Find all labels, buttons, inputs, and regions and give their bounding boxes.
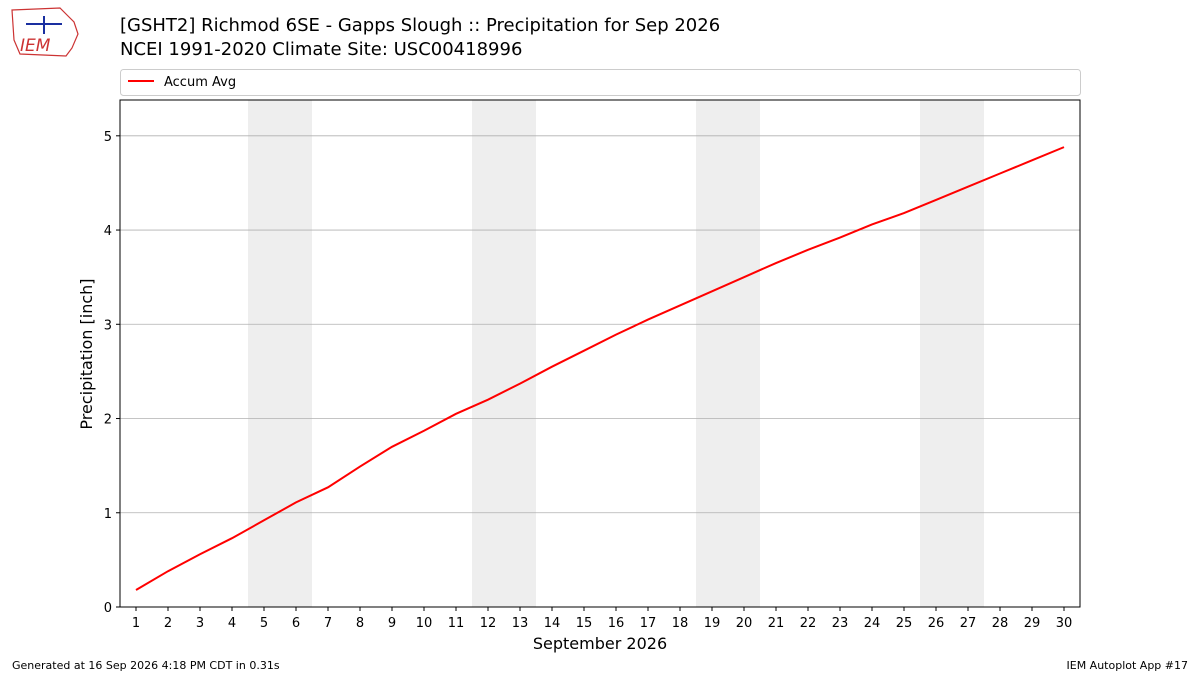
x-tick-label: 2 xyxy=(164,616,172,631)
weekend-band xyxy=(472,100,536,607)
footer-right: IEM Autoplot App #17 xyxy=(1067,659,1189,672)
x-axis-label: September 2026 xyxy=(533,634,667,653)
legend-label: Accum Avg xyxy=(164,75,236,90)
series-line xyxy=(135,146,1065,591)
x-tick-label: 26 xyxy=(928,616,945,631)
x-tick-label: 11 xyxy=(448,616,465,631)
y-tick-label: 5 xyxy=(104,130,112,145)
x-tick-label: 25 xyxy=(896,616,913,631)
x-tick-label: 9 xyxy=(388,616,396,631)
y-tick-label: 0 xyxy=(104,601,112,616)
x-tick-label: 13 xyxy=(512,616,529,631)
legend-box xyxy=(120,69,1081,96)
x-tick-label: 12 xyxy=(480,616,497,631)
x-tick-label: 6 xyxy=(292,616,300,631)
x-tick-label: 15 xyxy=(576,616,593,631)
weekend-band xyxy=(920,100,984,607)
chart-subtitle: NCEI 1991-2020 Climate Site: USC00418996 xyxy=(120,39,522,60)
chart-title: [GSHT2] Richmod 6SE - Gapps Slough :: Pr… xyxy=(120,15,720,36)
y-tick-label: 4 xyxy=(104,224,112,239)
weekend-band xyxy=(696,100,760,607)
logo: IEM xyxy=(11,7,79,57)
footer-left: Generated at 16 Sep 2026 4:18 PM CDT in … xyxy=(12,659,280,672)
x-tick-label: 20 xyxy=(736,616,753,631)
x-tick-label: 21 xyxy=(768,616,785,631)
y-axis-label: Precipitation [inch] xyxy=(77,278,96,429)
x-tick-label: 28 xyxy=(992,616,1009,631)
y-tick-label: 1 xyxy=(104,507,112,522)
x-tick-label: 23 xyxy=(832,616,849,631)
x-tick-label: 4 xyxy=(228,616,236,631)
x-tick-label: 10 xyxy=(416,616,433,631)
x-tick-label: 29 xyxy=(1024,616,1041,631)
x-tick-label: 5 xyxy=(260,616,268,631)
x-tick-label: 27 xyxy=(960,616,977,631)
x-tick-label: 18 xyxy=(672,616,689,631)
x-tick-label: 7 xyxy=(324,616,332,631)
x-tick-label: 16 xyxy=(608,616,625,631)
y-tick-label: 3 xyxy=(104,318,112,333)
x-tick-label: 17 xyxy=(640,616,657,631)
y-tick-label: 2 xyxy=(104,413,112,428)
x-tick-label: 24 xyxy=(864,616,881,631)
logo-text: IEM xyxy=(20,36,51,56)
x-tick-label: 8 xyxy=(356,616,364,631)
plot-frame xyxy=(119,99,1081,608)
x-tick-label: 1 xyxy=(132,616,140,631)
weekend-band xyxy=(248,100,312,607)
x-tick-label: 19 xyxy=(704,616,721,631)
x-tick-label: 30 xyxy=(1056,616,1073,631)
logo-outline xyxy=(11,7,79,57)
x-tick-label: 14 xyxy=(544,616,561,631)
x-tick-label: 22 xyxy=(800,616,817,631)
x-tick-label: 3 xyxy=(196,616,204,631)
